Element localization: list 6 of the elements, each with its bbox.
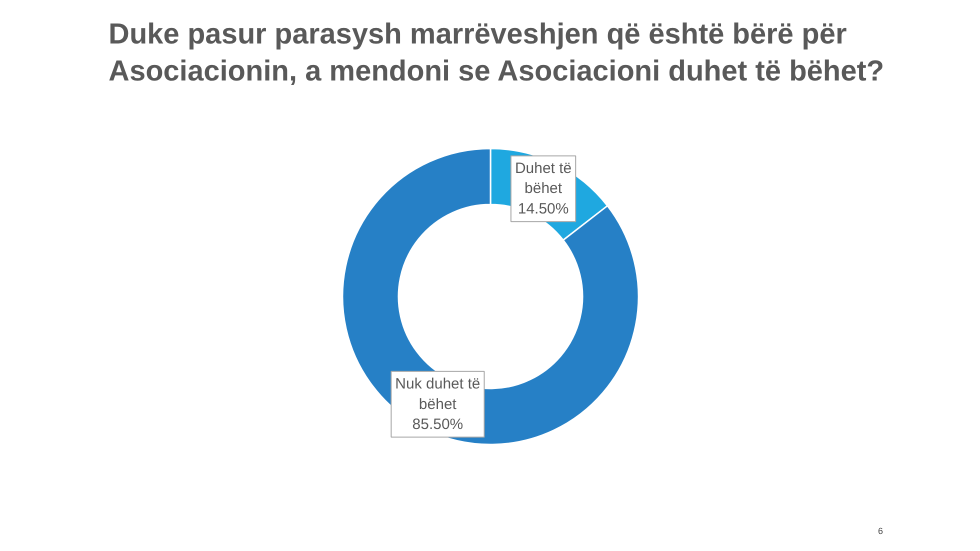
slice-label: Nuk duhet të bëhet (395, 375, 480, 413)
data-label: 85.50% (412, 416, 464, 434)
data-label: 14.50% (518, 200, 569, 218)
slice-label: Duhet të bëhet (514, 160, 572, 198)
chart-title: Duke pasur parasysh marrëveshjen që është bërë për Asociacionin, a mendoni se Asociacioni duhet të bëhet? (108, 18, 884, 88)
text: 6 (878, 526, 884, 536)
